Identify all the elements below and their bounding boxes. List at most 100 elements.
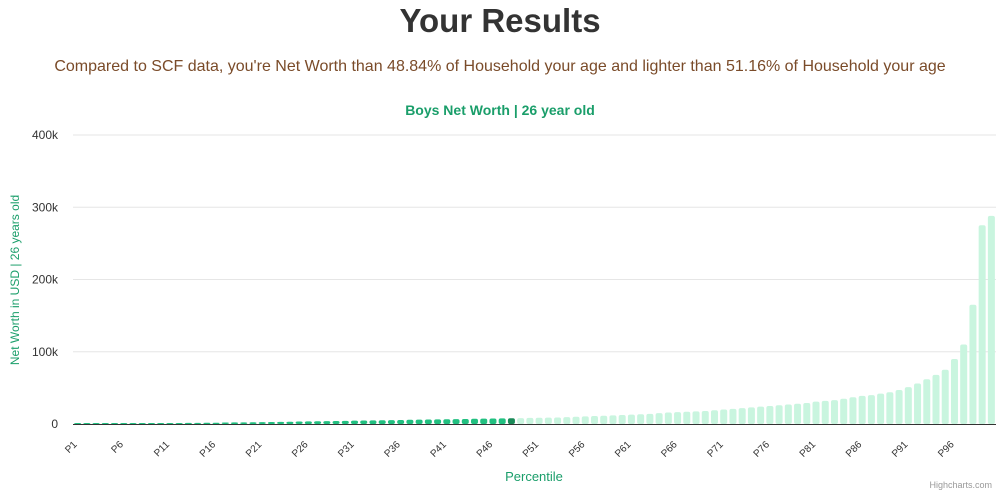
bar-p96[interactable]: [950, 358, 958, 424]
bar-p68[interactable]: [692, 411, 700, 424]
bar-p24[interactable]: [286, 421, 294, 424]
bar-p17[interactable]: [221, 422, 229, 424]
bar-p78[interactable]: [784, 404, 792, 424]
bar-p13[interactable]: [184, 422, 192, 424]
bar-p79[interactable]: [794, 403, 802, 424]
bar-p89[interactable]: [886, 392, 894, 424]
bar-p69[interactable]: [701, 411, 709, 424]
bar-p61[interactable]: [627, 414, 635, 424]
bar-p84[interactable]: [840, 398, 848, 424]
bar-p20[interactable]: [249, 422, 257, 424]
bar-p80[interactable]: [803, 403, 811, 424]
bar-p7[interactable]: [129, 423, 137, 424]
bar-p11[interactable]: [166, 423, 174, 424]
bar-p92[interactable]: [914, 383, 922, 424]
bar-p32[interactable]: [360, 420, 368, 424]
bar-p75[interactable]: [757, 406, 765, 424]
bar-p41[interactable]: [443, 419, 451, 424]
bar-p38[interactable]: [415, 419, 423, 424]
bar-p12[interactable]: [175, 423, 183, 424]
bar-p91[interactable]: [904, 387, 912, 424]
bar-p73[interactable]: [738, 408, 746, 424]
bar-p39[interactable]: [424, 419, 432, 424]
bar-p99[interactable]: [978, 225, 986, 424]
bar-p43[interactable]: [461, 418, 469, 424]
bar-p44[interactable]: [471, 418, 479, 424]
bar-p16[interactable]: [212, 422, 220, 424]
bar-p25[interactable]: [295, 421, 303, 424]
bar-p40[interactable]: [434, 419, 442, 424]
bar-p72[interactable]: [729, 408, 737, 424]
bar-p66[interactable]: [674, 412, 682, 424]
bar-p8[interactable]: [138, 423, 146, 424]
bar-p14[interactable]: [194, 422, 202, 424]
bar-p34[interactable]: [378, 420, 386, 424]
bar-p22[interactable]: [267, 421, 275, 424]
bar-p5[interactable]: [111, 423, 119, 424]
bar-p30[interactable]: [341, 420, 349, 424]
bar-p57[interactable]: [590, 416, 598, 424]
bar-p83[interactable]: [830, 400, 838, 424]
bar-p45[interactable]: [480, 418, 488, 424]
bar-p67[interactable]: [683, 411, 691, 424]
bar-p3[interactable]: [92, 423, 100, 424]
bar-p62[interactable]: [637, 414, 645, 424]
bar-p26[interactable]: [304, 421, 312, 424]
bar-p71[interactable]: [720, 409, 728, 424]
bar-p88[interactable]: [877, 393, 885, 424]
bar-p10[interactable]: [157, 423, 165, 424]
bar-p56[interactable]: [581, 416, 589, 424]
bar-p90[interactable]: [895, 390, 903, 424]
bar-p31[interactable]: [351, 420, 359, 424]
bar-p9[interactable]: [147, 423, 155, 424]
bar-p19[interactable]: [240, 422, 248, 424]
bar-p35[interactable]: [387, 420, 395, 424]
bar-p23[interactable]: [277, 421, 285, 424]
bar-p47[interactable]: [498, 418, 506, 424]
bar-p95[interactable]: [941, 369, 949, 424]
bar-p2[interactable]: [83, 423, 91, 424]
bar-p53[interactable]: [554, 417, 562, 425]
bar-p37[interactable]: [406, 419, 414, 424]
bar-p98[interactable]: [969, 304, 977, 424]
bar-p28[interactable]: [323, 421, 331, 424]
bar-p87[interactable]: [867, 395, 875, 424]
bar-p36[interactable]: [397, 419, 405, 424]
bar-p85[interactable]: [849, 397, 857, 424]
bar-p52[interactable]: [544, 417, 552, 424]
bar-p60[interactable]: [618, 414, 626, 424]
bar-p58[interactable]: [600, 415, 608, 424]
bar-p49[interactable]: [517, 418, 525, 424]
bar-p54[interactable]: [563, 417, 571, 424]
bar-p81[interactable]: [812, 401, 820, 424]
bar-p97[interactable]: [960, 344, 968, 424]
bar-p4[interactable]: [101, 423, 109, 424]
bar-p94[interactable]: [932, 374, 940, 424]
bar-p74[interactable]: [747, 407, 755, 424]
bar-p77[interactable]: [775, 405, 783, 424]
bar-p93[interactable]: [923, 379, 931, 424]
bar-p64[interactable]: [655, 413, 663, 424]
bar-p33[interactable]: [369, 420, 377, 424]
chart-credit[interactable]: Highcharts.com: [929, 480, 992, 490]
bar-p65[interactable]: [664, 412, 672, 424]
bar-p42[interactable]: [452, 419, 460, 424]
bar-p6[interactable]: [120, 423, 128, 424]
bar-p51[interactable]: [535, 417, 543, 424]
bar-p100[interactable]: [987, 215, 995, 424]
bar-p15[interactable]: [203, 422, 211, 424]
bar-p48[interactable]: [507, 418, 515, 424]
bar-p59[interactable]: [609, 415, 617, 424]
bar-p70[interactable]: [710, 410, 718, 424]
bar-p63[interactable]: [646, 413, 654, 424]
bar-p50[interactable]: [526, 417, 534, 424]
bar-p1[interactable]: [74, 423, 82, 424]
bar-p46[interactable]: [489, 418, 497, 424]
bar-p29[interactable]: [332, 420, 340, 424]
bar-p86[interactable]: [858, 395, 866, 424]
bar-p82[interactable]: [821, 400, 829, 424]
bar-p27[interactable]: [314, 421, 322, 424]
bar-p55[interactable]: [572, 416, 580, 424]
bar-p76[interactable]: [766, 405, 774, 424]
bar-p21[interactable]: [258, 422, 266, 424]
